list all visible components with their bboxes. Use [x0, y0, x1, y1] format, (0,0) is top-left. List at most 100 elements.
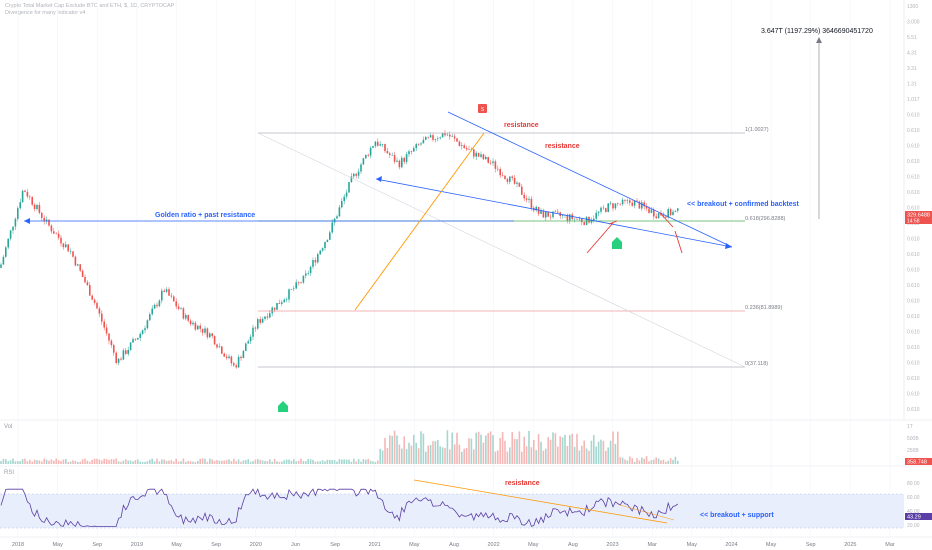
volume-bar — [218, 460, 221, 464]
volume-bar — [516, 439, 518, 464]
volume-bar — [434, 441, 437, 464]
trendlines — [24, 37, 822, 311]
candle-body — [293, 288, 295, 290]
candle-body — [360, 164, 362, 172]
volume-bar — [417, 448, 420, 464]
candle-body — [357, 171, 360, 176]
candle-body — [269, 313, 271, 318]
candle-body — [211, 333, 213, 337]
candle-body — [225, 356, 228, 359]
candle-body — [144, 328, 146, 331]
volume-bar — [134, 460, 137, 464]
volume-bar — [319, 461, 321, 464]
volume-bar — [585, 448, 588, 464]
volume-bar — [504, 440, 506, 464]
price-tick-label: 0.610 — [907, 113, 920, 119]
volume-bar — [439, 446, 441, 464]
volume-bar — [69, 461, 72, 464]
candle-body — [633, 200, 636, 206]
resistance-right-label: resistance — [545, 143, 580, 150]
candle-body — [557, 211, 559, 213]
volume-bar — [201, 458, 204, 464]
candle-body — [626, 200, 629, 201]
volume-bar — [139, 461, 141, 464]
candle-body — [259, 319, 261, 323]
candle-body — [554, 211, 557, 213]
candle-body — [221, 346, 223, 354]
candle-body — [629, 200, 631, 203]
target-label: 3.647T (1197.29%) 3646690451720 — [761, 28, 873, 35]
volume-bar — [19, 461, 21, 464]
volume-bar — [211, 459, 213, 464]
volume-bar — [129, 460, 132, 464]
candle-body — [669, 209, 672, 216]
candle-body — [374, 141, 377, 147]
candle-body — [189, 320, 192, 325]
volume-bar — [261, 460, 264, 464]
time-tick-label: 2022 — [488, 542, 500, 548]
volume-bar — [329, 459, 331, 464]
candle-body — [624, 199, 626, 201]
volume-bar — [228, 459, 230, 464]
volume-bar — [511, 432, 513, 464]
candle-body — [528, 198, 530, 200]
volume-bar — [91, 459, 93, 464]
candle-body — [242, 350, 245, 359]
volume-bar — [103, 458, 105, 464]
volume-bar — [403, 436, 405, 464]
time-tick-label: 2019 — [131, 542, 143, 548]
candle-body — [206, 328, 209, 338]
candle-body — [549, 216, 552, 218]
volume-bar — [221, 460, 223, 464]
candle-body — [141, 330, 144, 334]
volume-bar — [192, 461, 194, 464]
volume-bar — [350, 461, 353, 464]
volume-bar — [108, 460, 110, 464]
fib-label-0618: 0.618(296.8288) — [745, 216, 786, 222]
candle-body — [465, 147, 468, 150]
time-axis: 2018 May Sep 2019 May Sep 2020 Jun Sep 2021 May Aug… — [0, 536, 932, 548]
time-tick-label: 2018 — [12, 542, 24, 548]
candle-body — [283, 299, 285, 303]
candle-body — [619, 203, 621, 205]
volume-bar — [2, 458, 5, 464]
volume-bar — [451, 432, 453, 464]
candle-body — [437, 138, 439, 139]
candle-body — [69, 251, 72, 252]
volume-bar — [557, 446, 559, 464]
candle-body — [578, 218, 581, 220]
candle-body — [573, 218, 576, 220]
volume-bar — [641, 457, 643, 464]
volume-bar — [72, 460, 74, 464]
candle-body — [425, 136, 427, 140]
candle-body — [444, 133, 446, 136]
candle-body — [14, 218, 17, 227]
price-tick-label: 0.610 — [907, 299, 920, 305]
candle-body — [12, 226, 14, 231]
candle-body — [386, 151, 389, 154]
volume-bar — [355, 461, 357, 464]
candle-body — [362, 158, 365, 165]
candle-body — [91, 295, 93, 300]
volume-bar — [602, 440, 605, 464]
volume-bar — [650, 460, 653, 464]
candle-body — [115, 352, 117, 363]
candle-body — [631, 202, 633, 206]
candle-body — [665, 216, 667, 218]
volume-bar — [581, 445, 583, 464]
candle-body — [45, 219, 48, 222]
candle-body — [446, 134, 449, 136]
candle-body — [180, 308, 182, 309]
candle-body — [302, 275, 305, 283]
volume-bar — [405, 449, 408, 464]
volume-bar — [204, 458, 206, 464]
volume-bar — [151, 458, 153, 464]
candle-body — [153, 304, 156, 309]
time-tick-label: May — [528, 542, 539, 548]
volume-bar — [300, 458, 302, 464]
volume-bar — [547, 437, 549, 464]
volume-bar — [177, 461, 180, 464]
candle-body — [192, 322, 194, 325]
volume-bar — [12, 458, 14, 464]
